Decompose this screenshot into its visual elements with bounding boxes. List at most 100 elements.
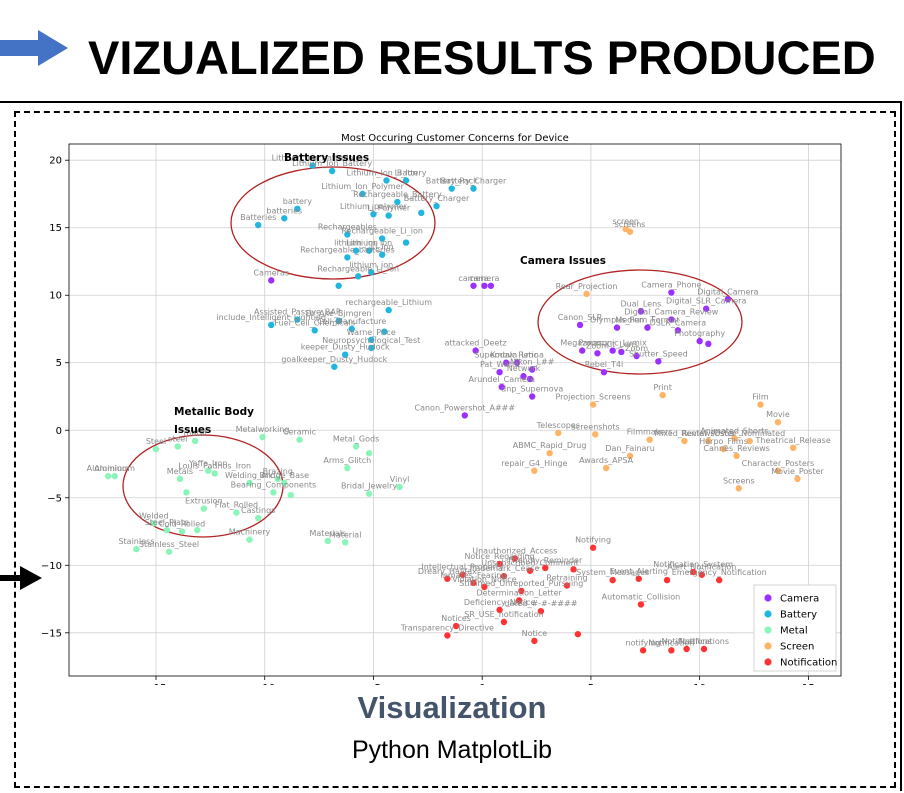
- point-notification: [609, 576, 616, 584]
- point-label: Castings: [241, 506, 275, 515]
- point-label: rechargeable_Lithium: [345, 298, 432, 307]
- point-metal: [176, 475, 184, 483]
- legend-label-camera: Camera: [780, 594, 819, 605]
- data-points: [104, 162, 801, 654]
- point-camera: [609, 347, 616, 354]
- point-label: Shutter_Speed: [629, 349, 688, 358]
- legend-marker-battery: [764, 610, 772, 618]
- point-metal: [150, 520, 158, 527]
- point-label: Rechargeable_batteries: [300, 245, 395, 254]
- point-label: Trademark_Cease: [467, 564, 539, 573]
- point-metal: [204, 467, 212, 474]
- point-label: Metalworking: [236, 425, 290, 434]
- point-label: Vinyl: [390, 475, 410, 484]
- point-label: Warne_Price: [347, 328, 396, 337]
- point-label: Flat_Rolled: [215, 501, 258, 510]
- point-metal: [344, 464, 351, 472]
- point-label: DSLR_Camera: [650, 318, 707, 327]
- point-metal: [233, 509, 240, 516]
- x-tick-label: 15: [802, 683, 815, 685]
- point-notification: [683, 645, 690, 653]
- point-metal: [341, 539, 349, 546]
- point-screen: [774, 467, 782, 474]
- point-battery: [328, 167, 336, 175]
- point-label: Friendly_Reminder: [508, 556, 583, 565]
- point-label: Movie_Poster: [771, 467, 824, 476]
- point-label: lithium_ion: [334, 239, 378, 248]
- point-notification: [637, 601, 645, 608]
- point-battery: [268, 321, 275, 329]
- point-camera: [668, 289, 675, 296]
- point-battery: [344, 254, 351, 261]
- point-label: Cold_Rolled: [159, 520, 205, 529]
- chart-title: Most Occuring Customer Concerns for Devi…: [341, 133, 569, 144]
- legend-marker-camera: [764, 594, 772, 602]
- point-notification: [668, 647, 675, 654]
- point-battery: [385, 306, 392, 314]
- point-battery: [368, 269, 375, 276]
- point-metal: [254, 514, 262, 522]
- point-battery: [344, 231, 351, 238]
- point-battery: [359, 190, 366, 198]
- point-metal: [211, 470, 218, 477]
- arrow-right-icon: [0, 30, 68, 66]
- point-battery: [433, 202, 440, 210]
- point-label: Nikon_L##: [510, 357, 555, 366]
- point-screen: [531, 467, 538, 474]
- point-label: Metal_Gods: [333, 434, 379, 443]
- point-label: Unsubscribed_Comment: [481, 559, 579, 568]
- point-label: include_Intelligent_Lighting: [216, 313, 326, 322]
- point-notification: [511, 555, 519, 562]
- scatter-chart: Most Occuring Customer Concerns for Devi…: [41, 133, 842, 685]
- point-notification: [639, 647, 647, 654]
- point-battery: [341, 351, 349, 358]
- point-label: battery: [283, 197, 312, 206]
- point-label: Bridge_Base: [260, 471, 310, 480]
- point-label: Canon_Powershot_A###: [415, 403, 516, 412]
- point-notification: [515, 597, 523, 604]
- point-metal: [274, 475, 281, 483]
- point-metal: [270, 489, 277, 496]
- point-label: Dual_Lens: [621, 299, 662, 308]
- point-screen: [626, 228, 634, 235]
- point-camera: [674, 327, 682, 334]
- camera-cluster-ellipse: [537, 269, 743, 375]
- point-notification: [698, 571, 706, 578]
- point-label: Notification_System: [653, 560, 733, 569]
- point-notification: [444, 575, 451, 582]
- point-metal: [133, 545, 140, 553]
- point-label: Character_Posters: [742, 459, 815, 468]
- point-label: Determination_Letter: [476, 588, 562, 597]
- point-screen: [681, 437, 688, 445]
- point-label: Intellectual_Property: [421, 563, 504, 572]
- point-label: notifying: [626, 638, 661, 647]
- point-battery: [381, 328, 388, 335]
- point-label: dnp_Supernova: [501, 384, 563, 393]
- point-label: Dan_Fainaru: [605, 444, 654, 453]
- y-tick-label: 5: [56, 358, 62, 369]
- point-battery: [383, 177, 390, 184]
- point-notification: [518, 587, 525, 595]
- point-metal: [194, 526, 201, 534]
- point-label: Arundel_Camera: [468, 375, 535, 384]
- point-label: Stainless_Steel: [139, 540, 199, 549]
- point-screen: [646, 436, 653, 443]
- point-camera: [487, 282, 495, 289]
- point-label: Notifications: [662, 637, 712, 646]
- point-label: Screenshots: [571, 422, 620, 431]
- point-camera: [724, 296, 732, 303]
- point-camera: [513, 359, 521, 366]
- legend-marker-notification: [764, 658, 772, 666]
- point-label: keeper_Dusty_Hudock: [301, 343, 390, 352]
- point-label: lithium_ion: [349, 260, 393, 269]
- point-screen: [592, 431, 599, 438]
- metal-issues-annotation-line2: Issues: [174, 424, 211, 436]
- point-notification: [537, 607, 545, 615]
- point-label: Notice_Regarding: [464, 552, 534, 561]
- point-battery: [402, 177, 410, 184]
- point-label: Projection_Screens: [555, 393, 630, 402]
- point-notification: [700, 645, 708, 653]
- point-label: Li_Ion: [371, 243, 394, 252]
- point-notification: [589, 544, 597, 551]
- point-label: screen: [612, 217, 639, 226]
